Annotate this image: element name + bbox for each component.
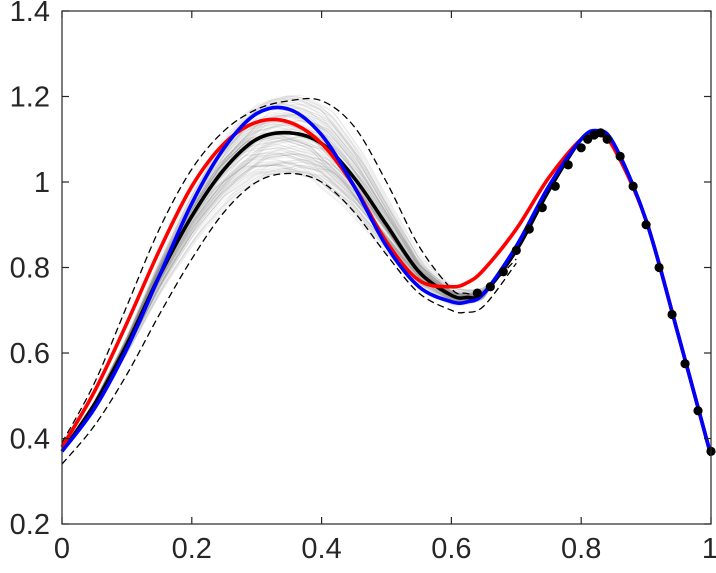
y-tick-label: 0.8 bbox=[10, 253, 50, 285]
observed-point bbox=[563, 160, 573, 170]
series-line-upper-band-dashed bbox=[61, 97, 517, 444]
series-line-red bbox=[60, 117, 713, 457]
observed-point bbox=[524, 224, 534, 234]
series-line-lower-band-dashed bbox=[61, 172, 517, 465]
observed-point bbox=[596, 128, 606, 138]
observed-point bbox=[602, 134, 612, 144]
series-line-blue bbox=[60, 105, 713, 457]
observed-point bbox=[485, 282, 495, 292]
observed-point bbox=[537, 203, 547, 213]
observed-point bbox=[511, 245, 521, 255]
x-tick-label: 0.8 bbox=[561, 533, 601, 565]
observed-point bbox=[550, 181, 560, 191]
y-tick-label: 0.2 bbox=[10, 509, 50, 541]
y-tick-label: 1.4 bbox=[10, 0, 50, 28]
observed-point bbox=[472, 288, 482, 298]
observed-point bbox=[628, 181, 638, 191]
observed-point bbox=[498, 267, 508, 277]
series-lines bbox=[60, 97, 713, 465]
observed-point bbox=[667, 309, 677, 320]
y-tick-label: 1.2 bbox=[10, 82, 50, 114]
observed-point bbox=[641, 220, 651, 230]
x-tick-label: 0.6 bbox=[431, 533, 471, 565]
observed-point bbox=[680, 359, 690, 369]
y-tick-label: 0.6 bbox=[10, 338, 50, 370]
y-tick-label: 0.4 bbox=[10, 424, 50, 456]
observed-point bbox=[615, 151, 625, 161]
observed-points bbox=[472, 128, 716, 456]
observed-point bbox=[654, 262, 664, 273]
observed-point bbox=[693, 406, 703, 416]
y-tick-label: 1 bbox=[34, 167, 50, 199]
x-tick-label: 0 bbox=[54, 533, 70, 565]
observed-point bbox=[576, 143, 586, 153]
axes: 0 0.2 0.4 0.6 0.8 10.20.40.60.811.21.4 bbox=[10, 0, 716, 565]
x-tick-label: 1 bbox=[702, 533, 716, 565]
observed-point bbox=[583, 134, 593, 144]
x-tick-label: 0.2 bbox=[172, 533, 212, 565]
x-tick-label: 0.4 bbox=[301, 533, 341, 565]
